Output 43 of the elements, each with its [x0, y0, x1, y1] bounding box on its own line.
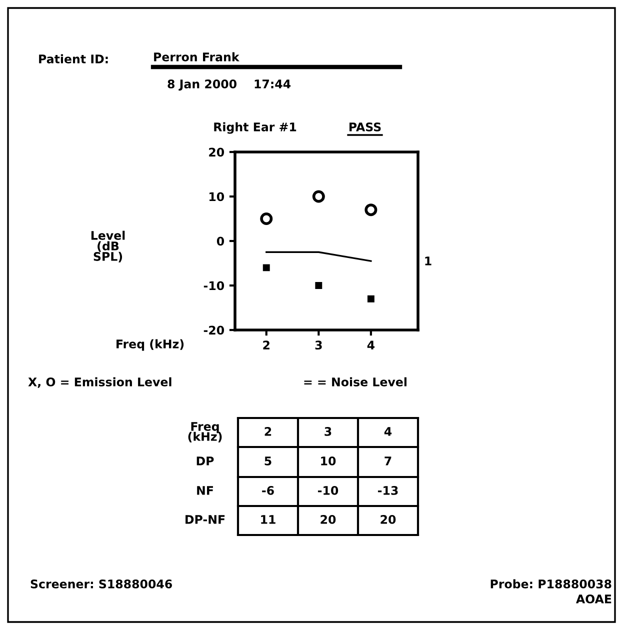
text: Level (dB SPL)	[91, 230, 125, 262]
point	[367, 295, 374, 302]
y-tick-label: -20	[204, 326, 224, 335]
text: 1	[425, 256, 432, 266]
text: 7	[384, 456, 392, 466]
x-tick-label: 2	[263, 340, 270, 350]
text: AOAE	[576, 594, 612, 604]
y-tick-label: 10	[209, 192, 224, 202]
text: DP	[196, 456, 214, 466]
text: Probe: P18880038	[490, 579, 612, 588]
y-tick-label: 20	[209, 148, 224, 157]
y-tick-label: -10	[204, 281, 224, 290]
text: -6	[262, 486, 274, 495]
text: DP-NF	[186, 515, 225, 524]
point	[315, 282, 322, 289]
text: Freq (kHz)	[188, 422, 222, 442]
text: 11	[261, 515, 276, 524]
text: 3	[324, 426, 332, 436]
text: Screener: S18880046	[30, 579, 172, 588]
text: 2	[264, 426, 272, 436]
x-axis-title: Freq (kHz)	[116, 339, 184, 351]
text: Patient ID:	[39, 54, 108, 64]
text: NF	[197, 486, 213, 495]
text: Perron Frank	[154, 52, 240, 62]
point	[312, 190, 325, 203]
text: X, O = Emission Level	[28, 377, 172, 388]
text: -10	[318, 486, 338, 495]
text: 10	[321, 456, 336, 466]
text: -13	[378, 486, 398, 495]
text: 5	[264, 456, 272, 466]
text: 4	[384, 427, 392, 436]
text: PASS	[349, 122, 381, 132]
x-tick-label: 3	[315, 340, 322, 350]
text: 20	[380, 514, 396, 524]
x-tick-label: 4	[367, 340, 375, 350]
text: 20	[320, 514, 336, 524]
y-tick-label: 0	[216, 236, 224, 246]
point	[260, 212, 273, 225]
chart-title: Right Ear #1	[214, 122, 296, 134]
point	[364, 204, 378, 216]
text: 8 Jan 2000 17:44	[168, 79, 291, 91]
text: = = Noise Level	[304, 377, 406, 386]
point	[262, 264, 270, 272]
